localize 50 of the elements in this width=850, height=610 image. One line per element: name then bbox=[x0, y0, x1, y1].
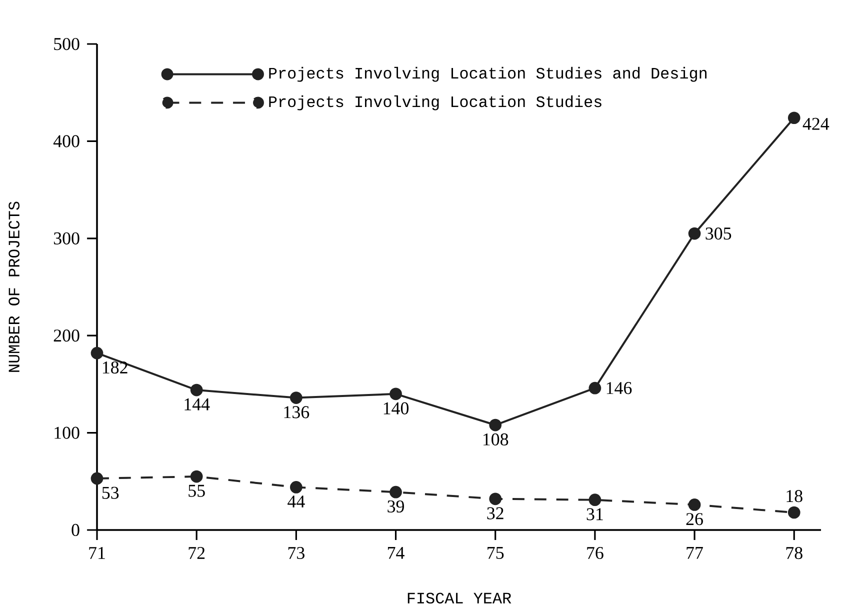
point bbox=[90, 346, 104, 360]
y-tick-label: 500 bbox=[54, 38, 80, 50]
y-axis-title: NUMBER OF PROJECTS bbox=[8, 202, 20, 372]
data-label: 144 bbox=[184, 398, 210, 410]
x-tick-label: 74 bbox=[388, 546, 404, 559]
data-label: 55 bbox=[188, 484, 205, 497]
legend-label: Projects Involving Location Studies and Design bbox=[269, 66, 706, 82]
data-label: 18 bbox=[786, 490, 802, 502]
point bbox=[489, 492, 502, 505]
point bbox=[588, 494, 602, 506]
data-label: 182 bbox=[102, 361, 128, 374]
point bbox=[688, 227, 701, 240]
point bbox=[190, 470, 203, 483]
data-label: 44 bbox=[288, 496, 305, 508]
data-label: 53 bbox=[102, 486, 119, 499]
point bbox=[588, 382, 602, 394]
point bbox=[390, 388, 402, 400]
x-axis-title: FISCAL YEAR bbox=[408, 592, 512, 604]
x-tick-label: 77 bbox=[686, 546, 703, 559]
y-tick-label: 100 bbox=[54, 426, 80, 439]
point bbox=[190, 384, 203, 396]
point bbox=[90, 472, 104, 485]
point bbox=[788, 506, 800, 519]
data-label: 31 bbox=[586, 508, 603, 520]
x-tick-label: 71 bbox=[89, 546, 105, 559]
y-tick-label: 400 bbox=[53, 135, 80, 148]
x-tick-label: 73 bbox=[288, 546, 304, 559]
data-label: 39 bbox=[388, 500, 404, 512]
x-tick-label: 75 bbox=[488, 546, 504, 559]
point bbox=[788, 112, 800, 124]
data-label: 26 bbox=[686, 513, 703, 526]
x-tick-label: 72 bbox=[188, 546, 205, 559]
legend-label: Projects Involving Location Studies bbox=[269, 95, 602, 110]
data-label: 32 bbox=[487, 507, 504, 520]
data-label: 146 bbox=[606, 382, 632, 394]
data-label: 424 bbox=[802, 118, 830, 130]
y-tick-label: 0 bbox=[72, 524, 80, 536]
data-label: 136 bbox=[284, 406, 310, 418]
data-label: 108 bbox=[483, 433, 508, 446]
x-tick-label: 78 bbox=[786, 546, 802, 560]
data-label: 305 bbox=[706, 227, 732, 240]
point bbox=[290, 480, 302, 494]
point bbox=[688, 498, 701, 511]
point bbox=[489, 418, 502, 432]
x-tick-label: 76 bbox=[587, 546, 604, 559]
y-tick-label: 300 bbox=[54, 232, 80, 244]
point bbox=[290, 392, 302, 404]
data-label: 140 bbox=[384, 402, 409, 414]
point bbox=[390, 486, 402, 498]
y-tick-label: 200 bbox=[54, 329, 80, 342]
